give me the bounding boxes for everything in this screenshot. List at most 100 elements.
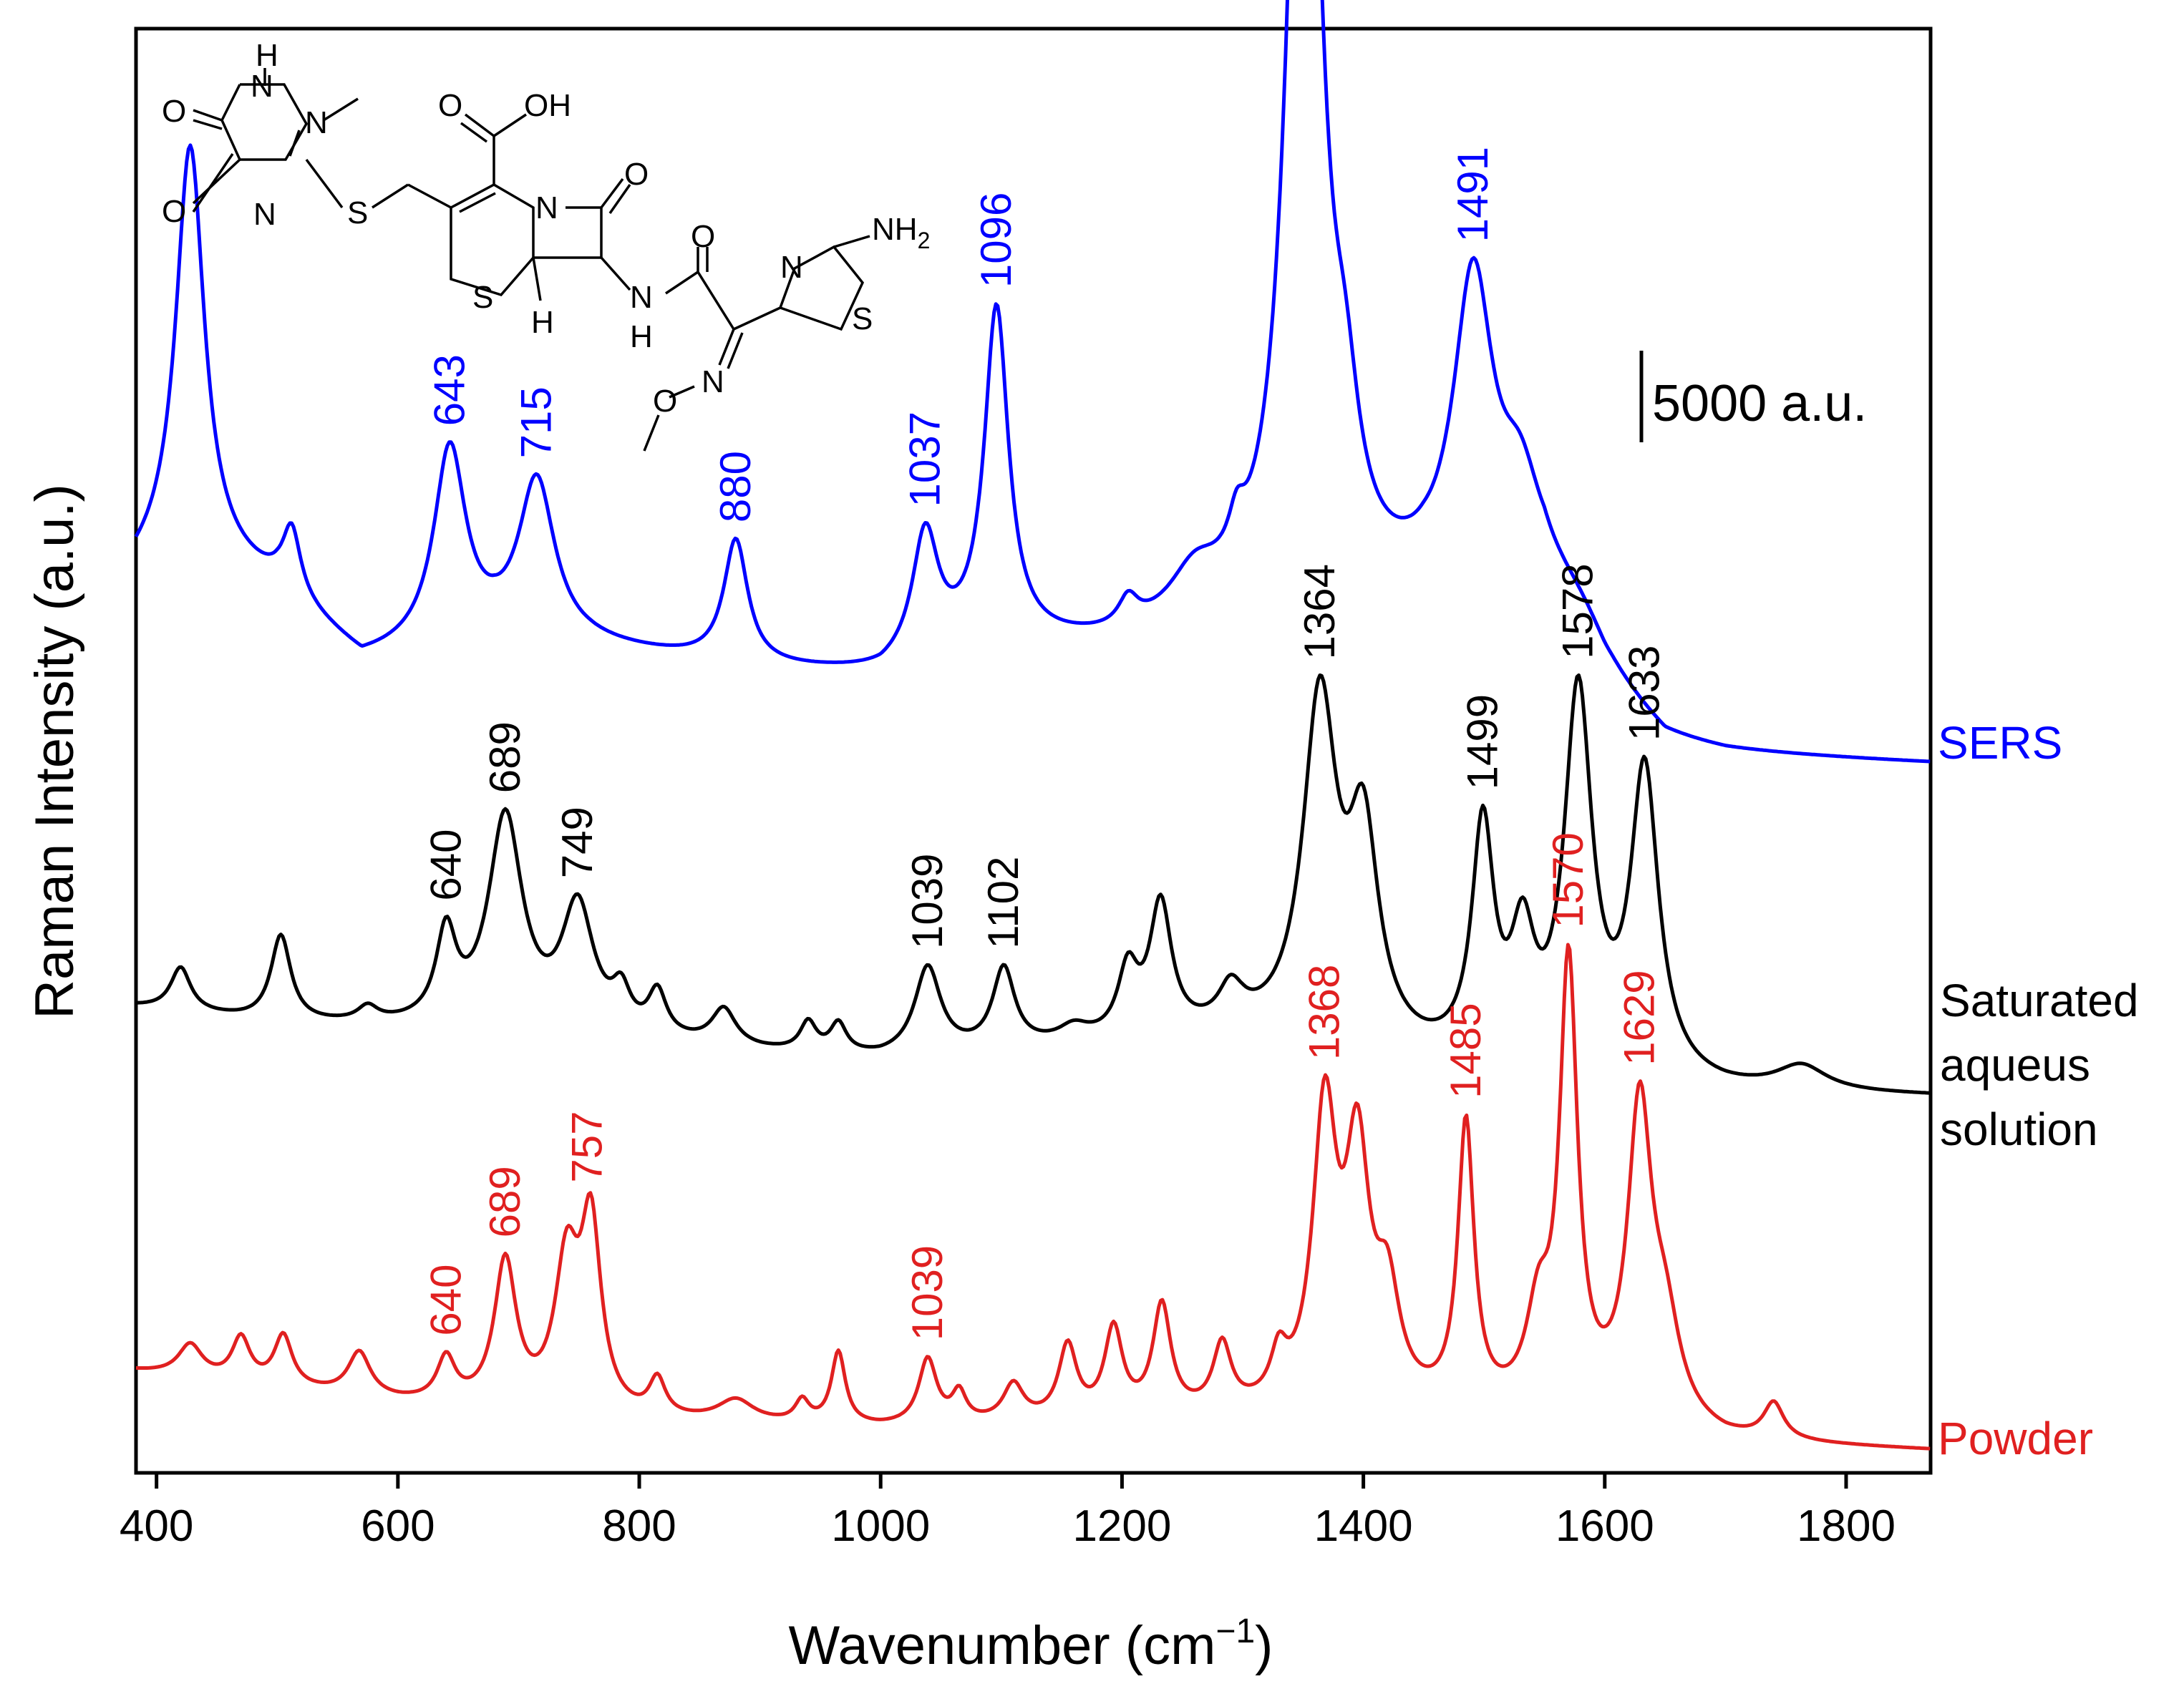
mol-bond-dbl-a: [288, 130, 301, 157]
mol-atom-oh: OH: [524, 88, 571, 123]
mol-atom-o-oxime: O: [653, 384, 677, 419]
series-layer: [134, 0, 1931, 1451]
mol-bond-c-c: [697, 271, 735, 330]
peak-label: 689: [481, 721, 529, 793]
mol-atom-o-acid: O: [438, 88, 462, 123]
mol-atom-s-thz: S: [852, 301, 873, 336]
y-axis-title: Raman Intensity (a.u.): [24, 484, 85, 1019]
peak-label: 1096: [972, 193, 1020, 288]
mol-bond-co-1: [193, 109, 223, 122]
peak-labels-layer: 6437158801037109613511491640689749103911…: [422, 147, 1668, 1340]
peak-label: 1633: [1620, 646, 1668, 741]
mol-atom-nh2: NH2: [872, 212, 930, 253]
mol-atom-n-4: N: [535, 190, 558, 225]
mol-bond-ch2c: [407, 183, 452, 209]
mol-bond-co-acid-b: [460, 122, 488, 143]
mol-atom-o-lactam: O: [624, 157, 649, 192]
peak-label: 1364: [1296, 564, 1344, 659]
x-axis-title-main: Wavenumber (cm: [789, 1615, 1216, 1676]
series-line-aqueous: [135, 673, 1931, 1095]
x-axis-title-close: ): [1255, 1615, 1273, 1676]
mol-atom-o-2: O: [162, 194, 186, 229]
peak-label: 1491: [1449, 147, 1497, 242]
mol-bond-thz-nh2: [833, 235, 870, 248]
series-line-sers: [134, 0, 1931, 764]
x-axis-title-sup: −1: [1215, 1612, 1255, 1650]
peak-label: 1499: [1459, 694, 1507, 789]
mol-bond-lactam-co: [600, 177, 624, 209]
mol-atom-o-1: O: [162, 94, 186, 129]
mol-bond-co-acid: [464, 113, 495, 137]
peak-label: 1578: [1554, 563, 1602, 658]
mol-atom-n-oxime: N: [702, 364, 724, 399]
mol-bond-thiazole: [779, 245, 865, 331]
peak-label: 640: [422, 1264, 470, 1335]
mol-atom-n-2: N: [305, 105, 328, 140]
peak-label: 640: [422, 829, 470, 900]
mol-atom-s-ring: S: [472, 280, 493, 315]
x-axis-ticks: 400 600 800 1000 1200 1400 1600 1800: [120, 1473, 1896, 1551]
series-name-aqueous-line-2: aqueus: [1940, 1039, 2090, 1091]
series-name-aqueous-line-3: solution: [1940, 1104, 2098, 1155]
mol-bond-c-n-oxime-b: [727, 332, 744, 369]
peak-label: 1102: [979, 857, 1027, 949]
peak-label: 1368: [1301, 965, 1349, 1060]
mol-atom-nh2-main: NH: [872, 212, 918, 247]
mol-atom-h-amide: H: [630, 319, 653, 354]
mol-bond-c-thz: [733, 306, 781, 331]
peak-label: 757: [563, 1111, 611, 1182]
x-tick-label: 400: [120, 1501, 193, 1551]
series-name-sers: SERS: [1938, 717, 2062, 769]
mol-bond-thiazine: [450, 182, 535, 297]
mol-atom-n-amide: N: [630, 280, 653, 315]
mol-atom-n-thz: N: [780, 250, 803, 285]
series-name-aqueous-line-1: Saturated: [1940, 975, 2139, 1026]
mol-atom-s-1: S: [347, 195, 368, 230]
mol-bond-o-me: [643, 414, 660, 452]
mol-bond-co-2: [192, 158, 241, 205]
mol-bond-dbl-b: [459, 192, 496, 213]
x-tick-label: 1000: [831, 1501, 930, 1551]
x-tick-label: 1800: [1797, 1501, 1896, 1551]
mol-atom-n-1: N: [251, 69, 273, 104]
molecule-structure: [192, 68, 870, 452]
mol-bond-nh-amide: [600, 256, 631, 291]
peak-label: 1570: [1544, 832, 1592, 928]
mol-bond-oh: [493, 113, 527, 137]
molecule-atoms: H O N N O N S O OH N O S H N H O N O N S…: [162, 38, 930, 419]
x-tick-label: 1200: [1072, 1501, 1171, 1551]
x-tick-label: 1600: [1556, 1501, 1654, 1551]
x-tick-label: 1400: [1314, 1501, 1413, 1551]
peak-label: 880: [712, 451, 759, 522]
mol-bond-co-1b: [193, 119, 223, 130]
mol-atom-o-amide: O: [691, 219, 715, 254]
peak-label: 1629: [1616, 970, 1664, 1065]
x-tick-label: 800: [602, 1501, 676, 1551]
scale-bar-label: 5000 a.u.: [1652, 375, 1867, 432]
mol-atom-n-3: N: [253, 197, 276, 232]
series-name-powder: Powder: [1938, 1413, 2093, 1464]
mol-bond-n-o: [669, 385, 695, 399]
mol-bond-ch: [532, 257, 542, 301]
peak-label: 1039: [903, 854, 951, 949]
mol-bond-c-n-oxime: [718, 328, 735, 366]
plot-frame: [134, 26, 1933, 1475]
mol-bond-cs: [305, 158, 344, 209]
peak-label: 689: [481, 1166, 529, 1237]
peak-label: 749: [553, 807, 601, 878]
mol-bond-sch2: [372, 183, 409, 209]
peak-label: 1039: [903, 1245, 951, 1340]
peak-label: 715: [513, 386, 560, 458]
mol-atom-nh2-sub: 2: [918, 228, 931, 253]
mol-bond-lactam-co-b: [608, 183, 631, 215]
mol-bond-amide-c: [665, 271, 699, 295]
mol-atom-h-stereo: H: [531, 305, 554, 340]
peak-label: 1037: [901, 412, 949, 507]
peak-label: 643: [425, 354, 473, 426]
series-name-aqueous: Saturated aqueus solution: [1940, 975, 2151, 1155]
mol-bond-co-2b: [192, 153, 234, 213]
series-line-powder: [135, 943, 1931, 1451]
x-tick-label: 600: [361, 1501, 435, 1551]
peak-label: 1485: [1442, 1003, 1490, 1098]
